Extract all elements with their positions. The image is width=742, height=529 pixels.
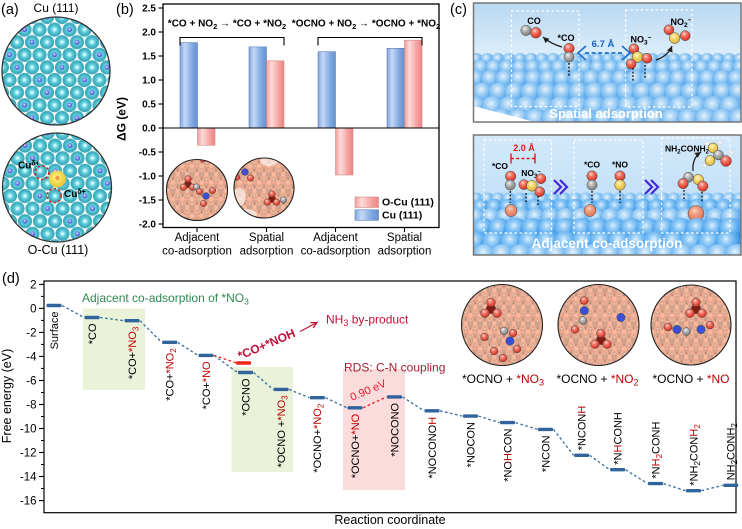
svg-text:(d): (d): [2, 271, 20, 287]
svg-text:*NOHCON: *NOHCON: [502, 429, 514, 482]
svg-text:Adjacent co-adsorption of *NO3: Adjacent co-adsorption of *NO3: [82, 291, 249, 307]
svg-text:Cu (111): Cu (111): [34, 1, 79, 15]
svg-text:2: 2: [30, 279, 36, 291]
svg-text:*NH2CONH: *NH2CONH: [650, 422, 664, 479]
svg-text:*CO+*NO: *CO+*NO: [201, 361, 213, 409]
svg-text:*CO: *CO: [584, 160, 600, 170]
svg-text:0.0: 0.0: [142, 124, 156, 135]
svg-text:*NCON: *NCON: [540, 435, 552, 472]
svg-text:*NOCONO: *NOCONO: [389, 402, 401, 456]
svg-text:6.7 Å: 6.7 Å: [592, 39, 615, 50]
svg-text:0: 0: [30, 303, 36, 315]
svg-text:Free energy (eV): Free energy (eV): [0, 349, 14, 443]
svg-text:*NO: *NO: [612, 160, 628, 170]
svg-text:Adjacent co-adsorption: Adjacent co-adsorption: [532, 236, 683, 251]
svg-text:Spatial adsorption: Spatial adsorption: [549, 106, 662, 121]
svg-text:*OCNO+*NO: *OCNO+*NO: [350, 413, 362, 478]
svg-text:*NOCON: *NOCON: [465, 422, 477, 467]
svg-text:Adjacent: Adjacent: [313, 232, 359, 244]
svg-text:CO: CO: [527, 16, 541, 26]
svg-text:-14: -14: [20, 472, 37, 484]
svg-text:-1.0: -1.0: [139, 172, 157, 183]
svg-text:ΔG (eV): ΔG (eV): [115, 97, 129, 141]
svg-text:*OCNO +*NO3: *OCNO +*NO3: [276, 395, 290, 468]
svg-text:adsorption: adsorption: [378, 246, 432, 258]
svg-text:*NHCONH: *NHCONH: [612, 412, 624, 465]
svg-text:*OCNO + *NO2: *OCNO + *NO2: [556, 372, 638, 388]
svg-text:-2: -2: [26, 327, 36, 339]
svg-text:co-adsorption: co-adsorption: [301, 246, 371, 258]
svg-text:1.0: 1.0: [142, 76, 156, 87]
svg-text:-12: -12: [20, 448, 37, 460]
svg-text:-8: -8: [26, 399, 36, 411]
svg-text:Cu (111): Cu (111): [382, 209, 422, 221]
svg-text:*CO: *CO: [492, 161, 508, 171]
svg-text:co-adsorption: co-adsorption: [162, 246, 232, 258]
svg-text:*NH2CONH2: *NH2CONH2: [688, 424, 702, 486]
svg-text:*CO + NO2 → *CO + *NO2: *CO + NO2 → *CO + *NO2: [168, 19, 286, 32]
svg-text:Reaction coordinate: Reaction coordinate: [334, 513, 445, 527]
svg-text:-4: -4: [26, 351, 37, 363]
svg-text:(a): (a): [1, 2, 19, 18]
svg-text:O-Cu (111): O-Cu (111): [382, 197, 434, 209]
svg-text:Cuδ+: Cuδ+: [64, 189, 86, 200]
svg-text:*NCONH: *NCONH: [576, 406, 588, 451]
svg-text:*CO: *CO: [87, 323, 99, 344]
svg-text:0.5: 0.5: [142, 100, 156, 111]
svg-text:(c): (c): [450, 2, 467, 18]
svg-text:1.5: 1.5: [142, 52, 156, 63]
svg-text:RDS: C-N coupling: RDS: C-N coupling: [344, 361, 445, 375]
svg-text:*CO+*NO3: *CO+*NO3: [127, 326, 141, 379]
svg-text:Spatial: Spatial: [387, 232, 422, 244]
svg-text:*NOCONOH: *NOCONOH: [427, 417, 439, 479]
svg-text:2.0 Å: 2.0 Å: [513, 143, 535, 153]
svg-text:2.0: 2.0: [142, 28, 156, 39]
svg-text:O-Cu (111): O-Cu (111): [28, 243, 89, 257]
svg-text:Surface: Surface: [49, 312, 61, 350]
svg-text:-16: -16: [20, 496, 37, 508]
svg-text:*CO: *CO: [557, 33, 574, 43]
svg-text:-2.0: -2.0: [139, 220, 157, 231]
svg-text:NH2CONH2: NH2CONH2: [726, 423, 740, 481]
svg-text:Cuδ+: Cuδ+: [18, 161, 40, 172]
svg-text:*OCNO + *NO3: *OCNO + *NO3: [462, 372, 544, 388]
svg-text:-6: -6: [26, 375, 36, 387]
svg-text:Adjacent: Adjacent: [175, 232, 221, 244]
svg-text:*OCNO + NO2 → *OCNO + *NO2: *OCNO + NO2 → *OCNO + *NO2: [292, 19, 440, 32]
svg-text:*OCNO+*NO2: *OCNO+*NO2: [312, 403, 326, 473]
svg-text:NH3 by-product: NH3 by-product: [326, 313, 409, 329]
svg-text:-10: -10: [20, 424, 37, 436]
svg-text:adsorption: adsorption: [240, 246, 294, 258]
svg-text:*CO+*NO2: *CO+*NO2: [164, 348, 178, 401]
svg-text:-1.5: -1.5: [139, 196, 157, 207]
svg-text:*OCNO: *OCNO: [240, 378, 252, 416]
svg-text:Spatial: Spatial: [249, 232, 284, 244]
svg-text:2.5: 2.5: [142, 4, 156, 15]
svg-text:*OCNO + *NO: *OCNO + *NO: [652, 372, 729, 386]
svg-text:-0.5: -0.5: [139, 148, 157, 159]
svg-text:(b): (b): [116, 2, 134, 18]
